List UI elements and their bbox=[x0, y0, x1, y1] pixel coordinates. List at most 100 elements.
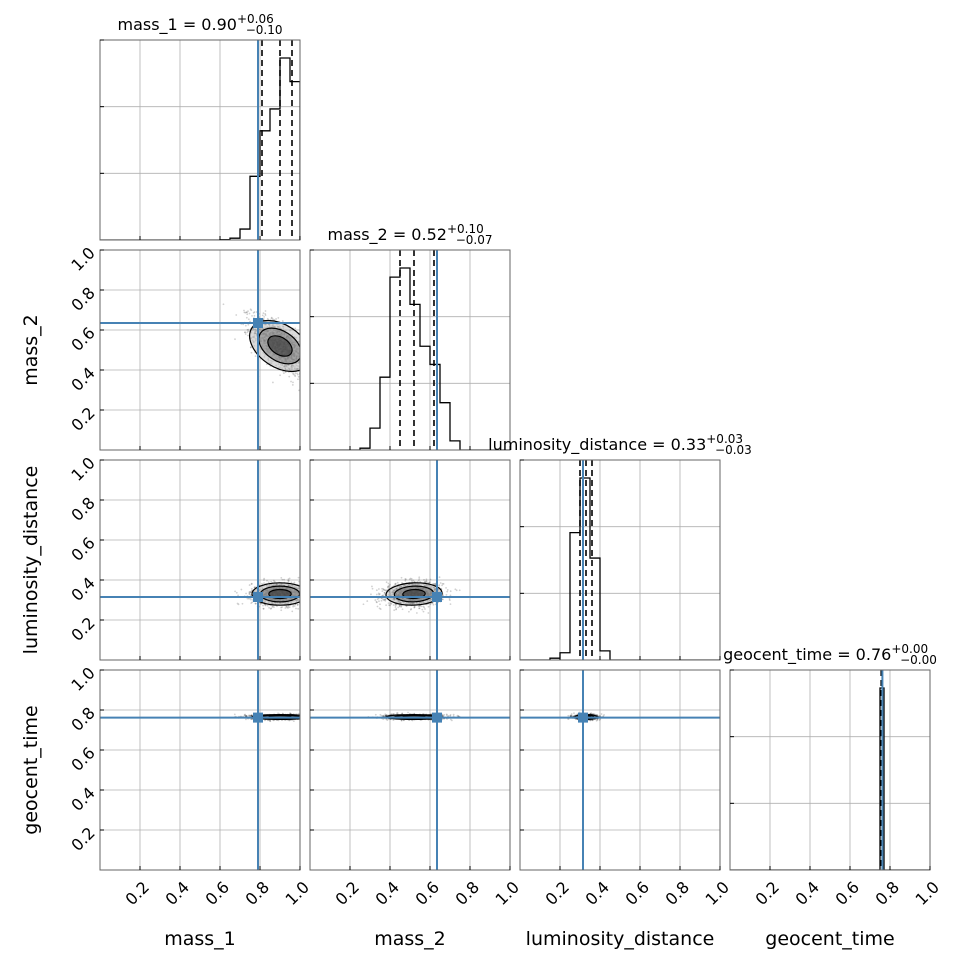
sample-point bbox=[237, 594, 239, 597]
sample-point bbox=[307, 598, 309, 600]
sample-point bbox=[384, 598, 387, 600]
sample-point bbox=[410, 579, 413, 582]
sample-point bbox=[376, 598, 379, 601]
sample-point bbox=[418, 578, 421, 580]
sample-point bbox=[446, 589, 449, 591]
sample-point bbox=[449, 603, 452, 606]
sample-point bbox=[301, 586, 303, 588]
sample-point bbox=[254, 602, 257, 605]
sample-point bbox=[318, 378, 320, 380]
sample-point bbox=[321, 358, 323, 360]
sample-point bbox=[296, 603, 299, 606]
sample-point bbox=[286, 606, 289, 609]
sample-point bbox=[412, 579, 415, 582]
sample-point bbox=[303, 601, 305, 603]
sample-point bbox=[366, 600, 369, 602]
sample-point bbox=[253, 311, 256, 313]
sample-point bbox=[302, 347, 304, 349]
sample-point bbox=[303, 592, 305, 594]
sample-point bbox=[264, 603, 266, 606]
sample-point bbox=[250, 582, 253, 585]
sample-point bbox=[290, 380, 292, 383]
sample-point bbox=[248, 714, 251, 717]
sample-point bbox=[264, 604, 267, 607]
sample-point bbox=[303, 590, 305, 592]
sample-point bbox=[306, 717, 308, 719]
sample-point bbox=[400, 606, 403, 608]
sample-point bbox=[310, 362, 312, 364]
sample-point bbox=[301, 359, 303, 361]
sample-point bbox=[302, 372, 304, 374]
sample-point bbox=[271, 318, 274, 320]
sample-point bbox=[305, 717, 307, 719]
sample-point bbox=[302, 324, 304, 326]
sample-point bbox=[244, 333, 247, 335]
sample-point bbox=[303, 372, 305, 374]
sample-point bbox=[294, 374, 296, 377]
sample-point bbox=[249, 346, 252, 349]
sample-point bbox=[298, 580, 300, 583]
sample-point bbox=[235, 591, 238, 594]
histogram-luminosity_distance bbox=[520, 477, 720, 660]
sample-point bbox=[234, 338, 236, 341]
sample-point bbox=[303, 362, 305, 364]
sample-point bbox=[400, 604, 403, 607]
sample-point bbox=[283, 578, 285, 581]
sample-point bbox=[312, 719, 314, 721]
truth-marker bbox=[253, 318, 263, 328]
sample-point bbox=[306, 596, 308, 598]
sample-point bbox=[362, 603, 365, 606]
panel-geocent_time-vs-mass_1 bbox=[99, 669, 314, 871]
sample-point bbox=[273, 319, 276, 321]
sample-point bbox=[301, 350, 303, 352]
sample-point bbox=[281, 606, 284, 609]
sample-point bbox=[300, 373, 302, 375]
sample-point bbox=[382, 588, 385, 590]
sample-point bbox=[304, 356, 306, 358]
sample-point bbox=[303, 588, 305, 590]
sample-point bbox=[417, 579, 420, 582]
sample-point bbox=[303, 357, 305, 359]
sample-point bbox=[245, 316, 248, 319]
sample-point bbox=[222, 303, 225, 306]
sample-point bbox=[388, 604, 390, 607]
sample-point bbox=[306, 348, 308, 350]
sample-point bbox=[398, 605, 401, 607]
title-name: luminosity_distance = 0.33 bbox=[488, 435, 706, 455]
sample-point bbox=[418, 607, 421, 610]
sample-point bbox=[303, 717, 305, 719]
sample-point bbox=[387, 585, 389, 588]
sample-point bbox=[296, 604, 299, 606]
sample-point bbox=[306, 717, 308, 719]
sample-point bbox=[301, 368, 303, 370]
sample-point bbox=[313, 590, 315, 592]
sample-point bbox=[244, 324, 247, 327]
sample-point bbox=[427, 612, 430, 614]
sample-point bbox=[307, 591, 309, 593]
sample-point bbox=[315, 598, 317, 600]
sample-point bbox=[304, 363, 306, 365]
sample-point bbox=[304, 359, 306, 361]
sample-point bbox=[307, 347, 309, 349]
sample-point bbox=[244, 331, 247, 334]
sample-point bbox=[439, 582, 442, 584]
sample-point bbox=[388, 585, 390, 588]
sample-point bbox=[396, 581, 399, 584]
sample-point bbox=[318, 590, 320, 592]
sample-point bbox=[306, 342, 308, 344]
panel-content bbox=[520, 460, 720, 660]
sample-point bbox=[417, 605, 420, 608]
sample-point bbox=[267, 581, 270, 584]
histogram-mass_1 bbox=[100, 57, 300, 240]
sample-point bbox=[245, 592, 247, 595]
sample-point bbox=[248, 592, 251, 595]
sample-point bbox=[259, 602, 262, 605]
sample-point bbox=[433, 583, 436, 586]
sample-point bbox=[382, 594, 385, 597]
sample-point bbox=[302, 358, 304, 360]
sample-point bbox=[423, 581, 426, 583]
sample-point bbox=[446, 590, 449, 593]
sample-point bbox=[434, 583, 437, 585]
sample-point bbox=[306, 592, 308, 594]
sample-point bbox=[250, 587, 253, 590]
